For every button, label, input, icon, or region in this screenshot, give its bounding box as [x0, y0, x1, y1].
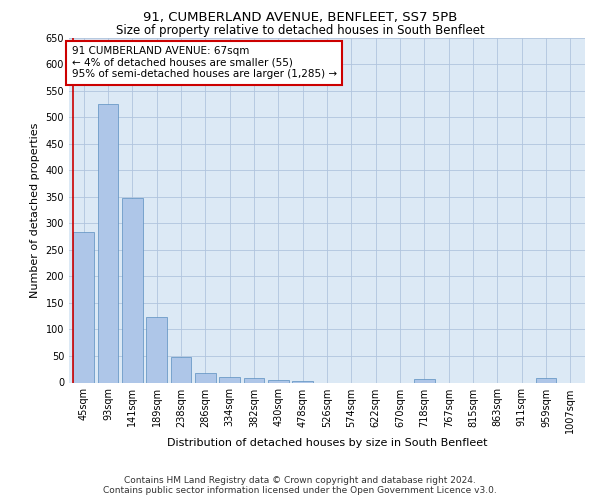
Bar: [195, 373, 215, 382]
Text: Size of property relative to detached houses in South Benfleet: Size of property relative to detached ho…: [116, 24, 484, 37]
Text: Contains HM Land Registry data © Crown copyright and database right 2024.
Contai: Contains HM Land Registry data © Crown c…: [103, 476, 497, 495]
Bar: [98, 104, 118, 382]
Bar: [536, 378, 556, 382]
Bar: [268, 380, 289, 382]
Bar: [146, 317, 167, 382]
X-axis label: Distribution of detached houses by size in South Benfleet: Distribution of detached houses by size …: [167, 438, 487, 448]
Y-axis label: Number of detached properties: Number of detached properties: [30, 122, 40, 298]
Bar: [244, 378, 265, 382]
Bar: [219, 377, 240, 382]
Bar: [292, 381, 313, 382]
Bar: [122, 198, 143, 382]
Text: 91, CUMBERLAND AVENUE, BENFLEET, SS7 5PB: 91, CUMBERLAND AVENUE, BENFLEET, SS7 5PB: [143, 11, 457, 24]
Bar: [73, 232, 94, 382]
Text: 91 CUMBERLAND AVENUE: 67sqm
← 4% of detached houses are smaller (55)
95% of semi: 91 CUMBERLAND AVENUE: 67sqm ← 4% of deta…: [71, 46, 337, 80]
Bar: [170, 357, 191, 382]
Bar: [414, 379, 435, 382]
